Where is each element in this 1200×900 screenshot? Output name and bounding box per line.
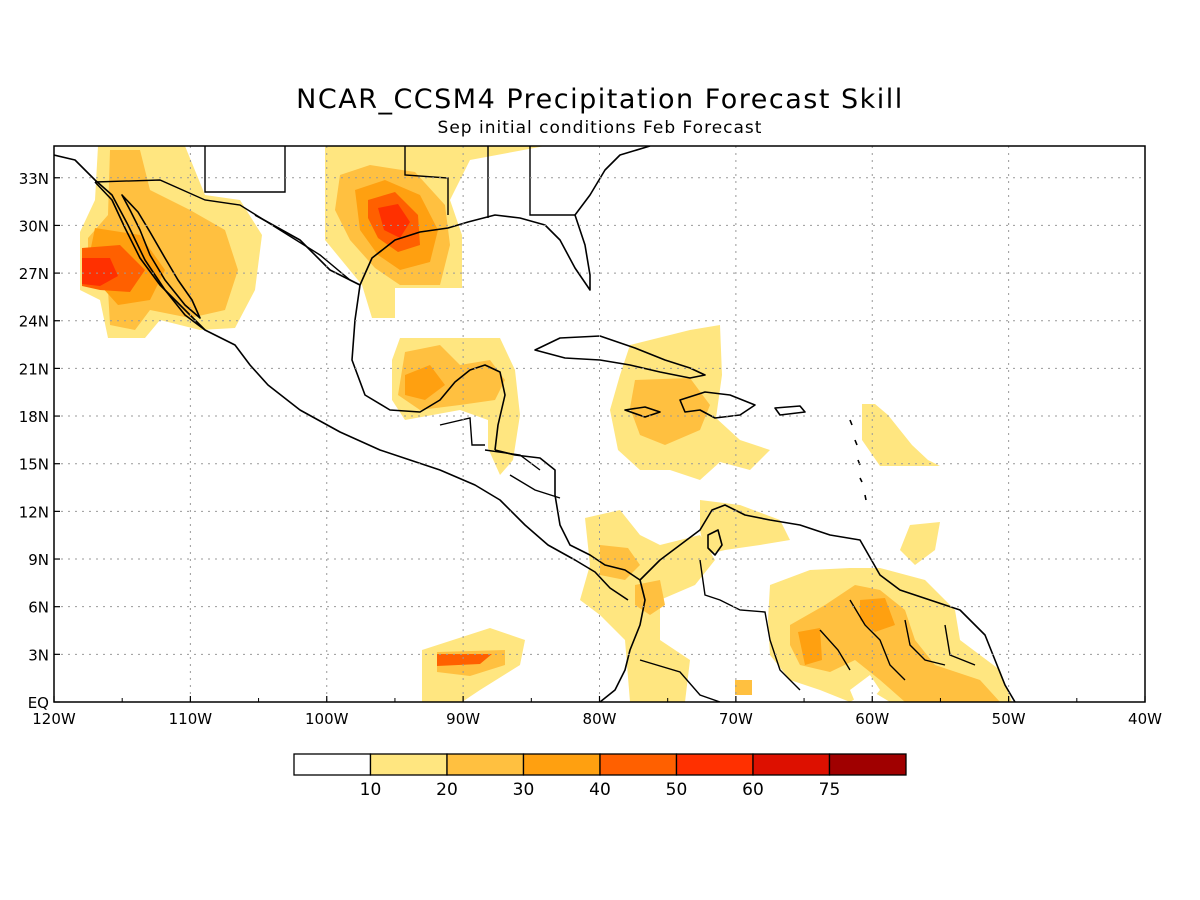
colorbar-swatch [828,753,907,776]
colorbar-swatch [522,753,601,776]
colorbar-label: 50 [666,780,688,800]
colorbar-label: 40 [589,780,611,800]
lon-label: 50W [992,710,1026,728]
skill-area-hispaniola-30 [630,378,710,445]
lat-label: 24N [19,313,49,331]
borders [94,146,976,702]
lat-label: 30N [19,217,49,235]
lon-label: 120W [32,710,76,728]
colorbar-label: 10 [360,780,382,800]
lon-label: 100W [305,710,349,728]
colorbar-label: 75 [819,780,841,800]
lon-label: 80W [583,710,617,728]
lon-label: 70W [719,710,753,728]
lat-label: 33N [19,170,49,188]
colorbar: 10 20 30 40 50 60 75 [293,753,907,800]
skill-area-panama-30 [600,545,640,580]
skill-area-guianas-40 [798,628,822,665]
lon-label: 60W [855,710,889,728]
colorbar-swatch [675,753,754,776]
skill-area-pacific-50 [437,654,492,666]
lat-label: 21N [19,360,49,378]
lat-label: EQ [28,694,49,712]
map-subtitle: Sep initial conditions Feb Forecast [437,118,763,138]
lat-label: 18N [19,408,49,426]
skill-area-guianas-40b [860,598,895,632]
skill-shading [80,146,1012,702]
coastlines [54,146,1016,702]
skill-area-lesser-antilles [862,404,940,466]
colorbar-label: 60 [742,780,764,800]
lon-label: 90W [446,710,480,728]
lon-label: 110W [169,710,213,728]
lat-label: 15N [19,456,49,474]
colorbar-swatch [446,753,525,776]
lon-axis: 120W 110W 100W 90W 80W 70W 60W 50W 40W [32,696,1162,728]
skill-area-coast-patch [735,680,752,695]
colorbar-swatch [752,753,831,776]
skill-area-atlantic [900,522,940,565]
skill-area-yucatan-40 [405,365,445,400]
lat-label: 3N [28,646,49,664]
lat-axis: 33N 30N 27N 24N 21N 18N 15N 12N 9N 6N 3N EQ [19,170,60,712]
lat-label: 27N [19,265,49,283]
skill-area-guianas-30 [790,585,1000,702]
colorbar-swatch [293,753,372,776]
colorbar-label: 20 [436,780,458,800]
lat-label: 9N [28,551,49,569]
skill-area-baja-60 [82,258,118,286]
skill-area-amazon-gap [850,675,880,702]
lat-label: 12N [19,503,49,521]
colorbar-swatch [369,753,448,776]
lat-label: 6N [28,599,49,617]
colorbar-swatch [599,753,678,776]
colorbar-label: 30 [513,780,535,800]
lon-label: 40W [1128,710,1162,728]
skill-area-venezuela-coast [700,500,790,555]
grid-lines [54,146,1145,702]
map-title: NCAR_CCSM4 Precipitation Forecast Skill [296,84,904,115]
skill-area-texas-60 [378,204,410,238]
